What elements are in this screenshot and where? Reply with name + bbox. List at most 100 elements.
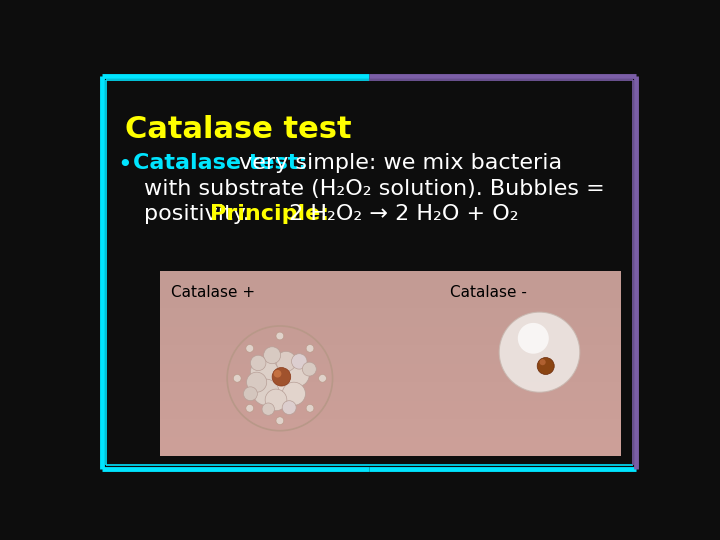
Bar <box>160 305 621 306</box>
Bar <box>160 298 621 299</box>
Bar <box>160 367 621 368</box>
Bar <box>160 343 621 345</box>
Text: Catalase -: Catalase - <box>451 285 527 300</box>
Bar <box>160 405 621 406</box>
Bar <box>160 285 621 286</box>
Bar <box>160 303 621 304</box>
Bar <box>160 334 621 335</box>
Bar <box>160 308 621 309</box>
Bar <box>160 379 621 380</box>
Bar <box>160 399 621 400</box>
Bar <box>160 409 621 410</box>
Bar <box>160 360 621 361</box>
Bar <box>160 328 621 329</box>
Bar <box>160 385 621 386</box>
Bar <box>160 452 621 453</box>
Circle shape <box>251 355 266 370</box>
Bar <box>160 437 621 438</box>
Circle shape <box>302 362 316 376</box>
Bar <box>160 364 621 365</box>
Bar <box>160 403 621 404</box>
Circle shape <box>282 401 296 415</box>
Bar <box>160 449 621 450</box>
Bar <box>160 431 621 432</box>
Bar <box>160 407 621 408</box>
Bar <box>160 369 621 370</box>
Bar <box>160 294 621 295</box>
Circle shape <box>518 323 549 354</box>
Bar <box>160 315 621 316</box>
Bar <box>160 394 621 395</box>
Bar <box>160 388 621 389</box>
Bar <box>160 443 621 444</box>
Circle shape <box>262 403 274 415</box>
Bar <box>160 340 621 341</box>
Bar <box>160 356 621 357</box>
Bar <box>160 404 621 405</box>
Bar <box>160 320 621 321</box>
Circle shape <box>264 347 281 364</box>
Circle shape <box>253 379 279 406</box>
Bar <box>160 307 621 308</box>
Bar <box>160 279 621 280</box>
Bar <box>160 273 621 274</box>
Bar <box>160 312 621 313</box>
Bar <box>160 383 621 384</box>
Bar <box>160 417 621 418</box>
Circle shape <box>251 359 279 386</box>
Bar <box>160 313 621 314</box>
Bar <box>160 400 621 401</box>
Bar <box>160 286 621 287</box>
Circle shape <box>243 387 258 401</box>
Bar <box>160 342 621 343</box>
Bar <box>160 365 621 366</box>
Bar <box>160 384 621 385</box>
Bar <box>160 450 621 451</box>
Bar <box>160 347 621 348</box>
Bar <box>160 332 621 333</box>
Circle shape <box>306 345 314 352</box>
Bar <box>160 359 621 360</box>
Bar <box>160 336 621 338</box>
Bar <box>160 393 621 394</box>
Bar <box>160 408 621 409</box>
Bar <box>160 287 621 288</box>
Circle shape <box>537 357 554 375</box>
Text: Catalase +: Catalase + <box>171 285 256 300</box>
Bar <box>160 398 621 399</box>
Bar <box>160 374 621 375</box>
Bar <box>160 416 621 417</box>
Bar <box>160 440 621 441</box>
Bar <box>160 284 621 285</box>
Bar <box>160 346 621 347</box>
Bar <box>160 392 621 393</box>
Text: with substrate (H₂O₂ solution). Bubbles =: with substrate (H₂O₂ solution). Bubbles … <box>144 179 605 199</box>
Text: •: • <box>117 153 132 177</box>
Bar <box>160 331 621 332</box>
Bar <box>160 448 621 449</box>
Bar <box>160 351 621 352</box>
Bar <box>160 439 621 440</box>
Bar <box>160 319 621 320</box>
Bar <box>160 276 621 278</box>
Bar <box>160 425 621 426</box>
Bar <box>160 419 621 420</box>
Bar <box>160 433 621 434</box>
Bar <box>160 446 621 447</box>
Bar <box>160 296 621 298</box>
Bar <box>160 370 621 372</box>
Bar <box>160 333 621 334</box>
Bar <box>160 442 621 443</box>
Bar <box>160 432 621 433</box>
Bar <box>160 316 621 318</box>
Bar <box>160 304 621 305</box>
Bar <box>160 280 621 281</box>
Bar <box>160 380 621 381</box>
Circle shape <box>246 372 266 392</box>
Bar <box>160 272 621 273</box>
Text: Catalase test: Catalase test <box>125 115 351 144</box>
Bar <box>160 321 621 322</box>
Bar <box>160 426 621 427</box>
Bar <box>160 362 621 363</box>
Bar <box>160 366 621 367</box>
